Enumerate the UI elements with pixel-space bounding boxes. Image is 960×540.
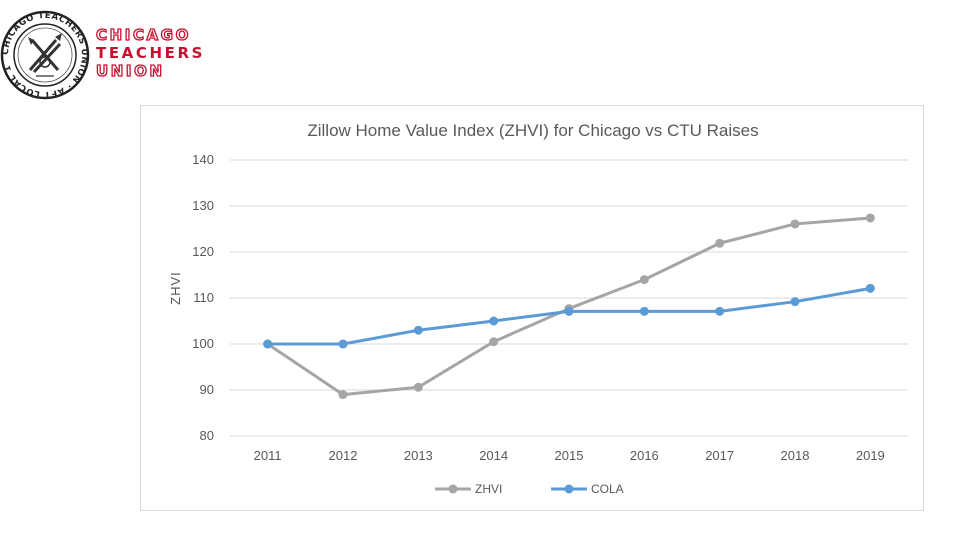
zhvi-point-2016 xyxy=(639,275,649,285)
cola-point-2017 xyxy=(715,306,725,316)
cola-point-2016 xyxy=(639,306,649,316)
y-tick-labels: 80 90 100 110 120 130 140 xyxy=(192,152,214,443)
legend-zhvi-label: ZHVI xyxy=(475,482,502,496)
zhvi-line-chart: Zillow Home Value Index (ZHVI) for Chica… xyxy=(168,121,908,496)
y-tick-140: 140 xyxy=(192,152,214,167)
cola-point-2019 xyxy=(865,283,875,293)
zhvi-point-2017 xyxy=(715,238,725,248)
zhvi-point-2019 xyxy=(865,213,875,223)
y-axis-label: ZHVI xyxy=(168,271,183,305)
logo-word-chicago: CHICAGO xyxy=(95,26,192,44)
x-tick-2013: 2013 xyxy=(404,448,433,463)
cola-point-2012 xyxy=(338,339,348,349)
legend-zhvi-marker xyxy=(448,484,458,494)
chart-title: Zillow Home Value Index (ZHVI) for Chica… xyxy=(307,121,758,140)
cola-point-2011 xyxy=(263,339,273,349)
x-tick-2016: 2016 xyxy=(630,448,659,463)
zhvi-point-2018 xyxy=(790,219,800,229)
y-tick-100: 100 xyxy=(192,336,214,351)
y-tick-130: 130 xyxy=(192,198,214,213)
y-tick-110: 110 xyxy=(193,290,214,305)
zhvi-point-2012 xyxy=(338,390,348,400)
logo-word-union: UNION xyxy=(95,62,165,80)
legend: ZHVI COLA xyxy=(435,482,624,496)
legend-cola-label: COLA xyxy=(591,482,624,496)
x-tick-2014: 2014 xyxy=(479,448,508,463)
y-tick-90: 90 xyxy=(200,382,214,397)
gridlines xyxy=(230,159,908,437)
chart-area: Zillow Home Value Index (ZHVI) for Chica… xyxy=(140,105,924,511)
cola-point-2015 xyxy=(564,306,574,316)
chicago-teachers-union-logo: CHICAGO TEACHERS UNION · AFT LOCAL 1 CHI… xyxy=(0,0,215,100)
legend-cola-marker xyxy=(564,484,574,494)
series-lines xyxy=(263,213,875,400)
x-tick-2011: 2011 xyxy=(254,448,282,463)
cola-point-2014 xyxy=(489,316,499,326)
union-seal-icon: CHICAGO TEACHERS UNION · AFT LOCAL 1 xyxy=(0,10,90,100)
x-tick-2017: 2017 xyxy=(705,448,734,463)
zhvi-point-2014 xyxy=(489,337,499,347)
x-tick-2019: 2019 xyxy=(856,448,885,463)
cola-point-2013 xyxy=(413,325,423,335)
y-tick-80: 80 xyxy=(200,428,214,443)
cola-point-2018 xyxy=(790,297,800,307)
x-tick-2015: 2015 xyxy=(555,448,584,463)
x-tick-2018: 2018 xyxy=(781,448,810,463)
x-tick-2012: 2012 xyxy=(329,448,358,463)
zhvi-point-2013 xyxy=(413,382,423,392)
cola-line xyxy=(267,286,871,346)
logo-word-teachers: TEACHERS xyxy=(96,44,206,62)
x-tick-labels: 2011 2012 2013 2014 2015 2016 2017 2018 2019 xyxy=(254,448,885,463)
y-tick-120: 120 xyxy=(192,244,214,259)
